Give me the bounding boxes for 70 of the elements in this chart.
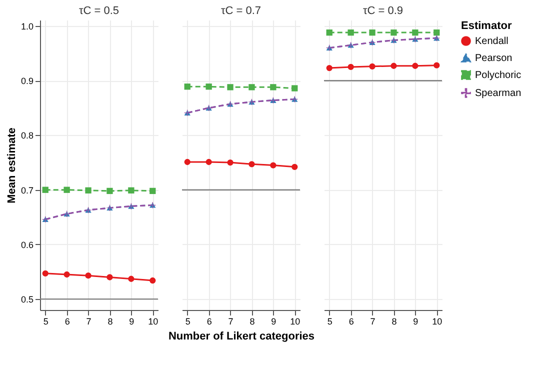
x-tick-label: 5 — [327, 316, 332, 326]
y-axis-title: Mean estimate — [6, 128, 18, 204]
x-tick-label: 6 — [64, 316, 70, 326]
x-tick-label: 9 — [413, 316, 418, 326]
point — [42, 186, 48, 193]
point — [42, 270, 48, 276]
point — [227, 159, 234, 166]
point — [434, 29, 440, 36]
y-tick-label: 1.0 — [20, 22, 34, 32]
point — [206, 84, 212, 90]
y-tick-label: 0.5 — [20, 294, 34, 305]
x-tick-label: 7 — [228, 316, 234, 326]
legend-title: Estimator — [461, 20, 512, 32]
x-tick-label: 9 — [271, 316, 276, 326]
point — [150, 277, 156, 284]
point — [64, 186, 70, 193]
legend-label: Pearson — [475, 53, 512, 64]
x-tick-label: 10 — [432, 316, 442, 326]
point — [106, 188, 113, 194]
x-tick-label: 5 — [43, 316, 48, 326]
point — [369, 63, 376, 70]
point — [128, 276, 134, 282]
y-tick-label: 0.6 — [20, 240, 34, 250]
x-tick-label: 10 — [148, 316, 158, 326]
legend-label: Polychoric — [475, 70, 522, 81]
y-tick-label: 0.8 — [20, 130, 34, 141]
x-tick-label: 5 — [185, 316, 190, 326]
y-tick-label: 0.7 — [20, 185, 34, 196]
chart-title: τC = 0.9 — [362, 5, 404, 17]
point — [326, 29, 332, 36]
x-tick-label: 8 — [250, 316, 255, 326]
point — [390, 29, 397, 36]
point — [270, 162, 276, 168]
point — [85, 272, 92, 279]
point — [326, 64, 332, 72]
x-tick-label: 8 — [392, 316, 397, 326]
point — [412, 29, 418, 36]
x-axis-title: Number of Likert categories — [168, 330, 315, 342]
point — [248, 84, 255, 90]
point — [128, 187, 134, 194]
point — [390, 62, 397, 69]
point — [270, 84, 276, 90]
x-tick-label: 6 — [206, 316, 212, 326]
chart-title: τC = 0.5 — [78, 5, 120, 17]
point — [348, 29, 354, 36]
point — [369, 29, 376, 36]
legend-label: Spearman — [475, 88, 522, 99]
y-tick-label: 0.9 — [20, 76, 34, 86]
legend-label: Kendall — [475, 36, 508, 47]
point — [248, 161, 255, 168]
point — [412, 62, 418, 69]
chart-title: τC = 0.7 — [220, 5, 262, 17]
x-tick-label: 9 — [129, 316, 134, 326]
point — [434, 62, 440, 68]
point — [292, 85, 298, 92]
point — [106, 274, 113, 280]
point — [64, 271, 70, 278]
x-tick-label: 7 — [86, 316, 92, 326]
x-tick-label: 6 — [348, 316, 354, 326]
point — [206, 158, 212, 166]
point — [85, 187, 92, 194]
x-tick-label: 8 — [108, 316, 113, 326]
x-tick-label: 10 — [290, 316, 300, 326]
point — [184, 84, 190, 90]
x-tick-label: 7 — [370, 316, 376, 326]
point — [348, 64, 354, 70]
point — [292, 164, 298, 170]
point — [150, 188, 156, 194]
point — [227, 84, 234, 90]
point — [184, 158, 190, 166]
